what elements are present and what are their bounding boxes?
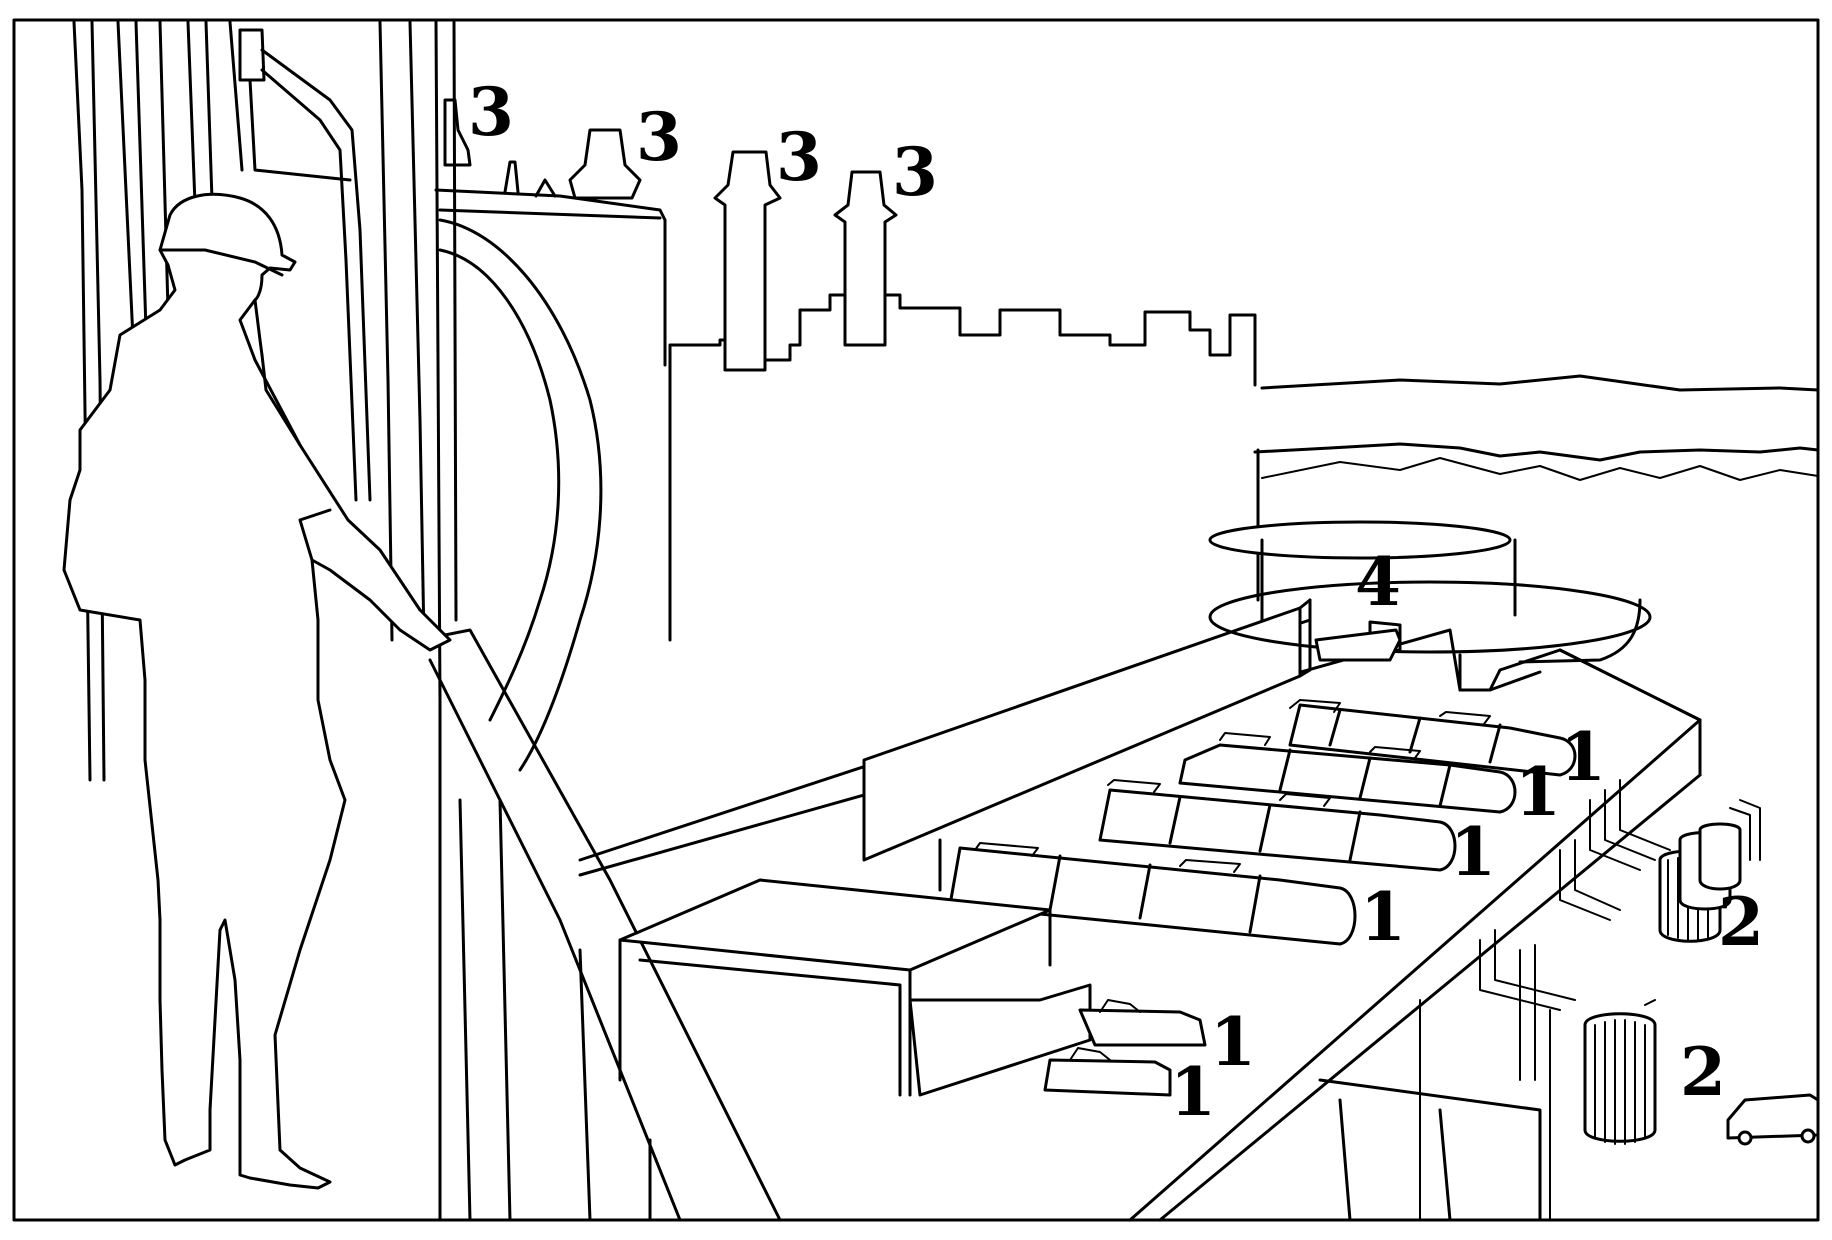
number-labels: 3 3 3 3 4 1 1 1 1 1 1 2 2: [468, 73, 1764, 1131]
label-transformer-single: 2: [1680, 1033, 1726, 1111]
label-unit-e: 1: [1210, 1003, 1256, 1081]
label-unit-d: 1: [1360, 878, 1406, 956]
scaffold-columns: [72, 20, 458, 1222]
lower-structure: [618, 878, 1207, 1097]
distant-hills: [1253, 374, 1820, 602]
barrier-beam: [862, 598, 1312, 892]
label-unit-c: 1: [1450, 813, 1496, 891]
circular-tank: [1208, 520, 1652, 664]
label-chimney-2: 3: [636, 98, 682, 176]
label-tank: 4: [1355, 543, 1401, 621]
label-unit-b: 1: [1515, 753, 1561, 831]
generator-units: [948, 699, 1577, 946]
worker-silhouette: [62, 192, 452, 1190]
label-chimney-1: 3: [468, 73, 514, 151]
railing: [418, 628, 782, 1222]
label-unit-a: 1: [1560, 718, 1606, 796]
building-wall: [438, 218, 672, 772]
label-unit-f: 1: [1170, 1053, 1216, 1131]
factory-skyline: [434, 98, 1257, 387]
label-chimney-3: 3: [776, 118, 822, 196]
label-transformer-group: 2: [1718, 883, 1764, 961]
van-icon: [1726, 1093, 1820, 1146]
frame-border: [12, 18, 1820, 1222]
label-chimney-4: 3: [892, 133, 938, 211]
transformers: [1318, 779, 1761, 1222]
